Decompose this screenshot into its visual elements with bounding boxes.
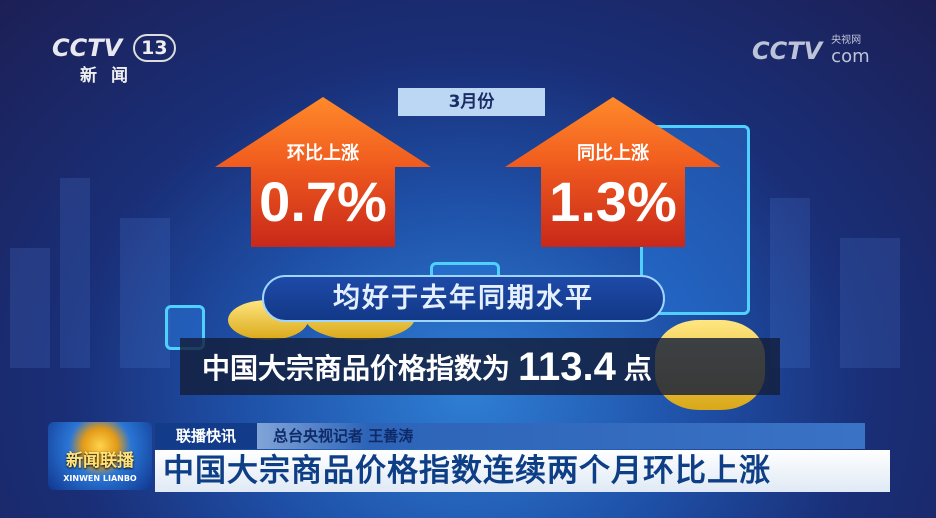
index-bar: 中国大宗商品价格指数为 113.4 点 [180,338,780,395]
logo-brand: CCTV [752,37,823,65]
logo-small: 央视网 [831,35,862,46]
background-building [120,218,170,368]
background-building [840,238,900,368]
yoy-value: 1.3% [549,170,677,233]
arrow-body [541,165,685,247]
yoy-arrow: 同比上涨 1.3% [505,97,721,247]
yoy-label: 同比上涨 [577,143,649,164]
cctv13-logo: CCTV 13 新闻 [52,33,176,87]
index-value: 113.4 [518,344,616,389]
logo-number: 13 [133,34,176,62]
xinwen-lianbo-logo: 新闻联播 XINWEN LIANBO [48,422,152,490]
index-text: 中国大宗商品价格指数为 [202,351,511,385]
reporter-credit: 总台央视记者 王善涛 [273,427,414,445]
index-unit: 点 [623,351,652,385]
logo-sub: 新闻 [80,66,142,86]
arrow-body [251,165,395,247]
mom-label: 环比上涨 [287,143,359,164]
logo-domain: com [831,46,870,67]
logo-brand: CCTV [52,34,123,62]
background-building [10,248,50,368]
program-logo-en: XINWEN LIANBO [63,474,137,483]
program-logo-text: 新闻联播 [66,451,134,471]
segment-tag: 联播快讯 [155,423,257,449]
headline: 中国大宗商品价格指数连续两个月环比上涨 [155,450,890,492]
mom-value: 0.7% [259,170,387,233]
cctv-com-logo: CCTV 央视网 com [752,34,870,68]
yoy-text: 同比上涨 1.3% [505,143,721,233]
mom-arrow: 环比上涨 0.7% [215,97,431,247]
segment-strip: 联播快讯 总台央视记者 王善涛 [155,423,865,449]
month-label: 3月份 [398,88,545,116]
comparison-banner: 均好于去年同期水平 [262,275,665,322]
mom-text: 环比上涨 0.7% [215,143,431,233]
background-building [60,178,90,368]
